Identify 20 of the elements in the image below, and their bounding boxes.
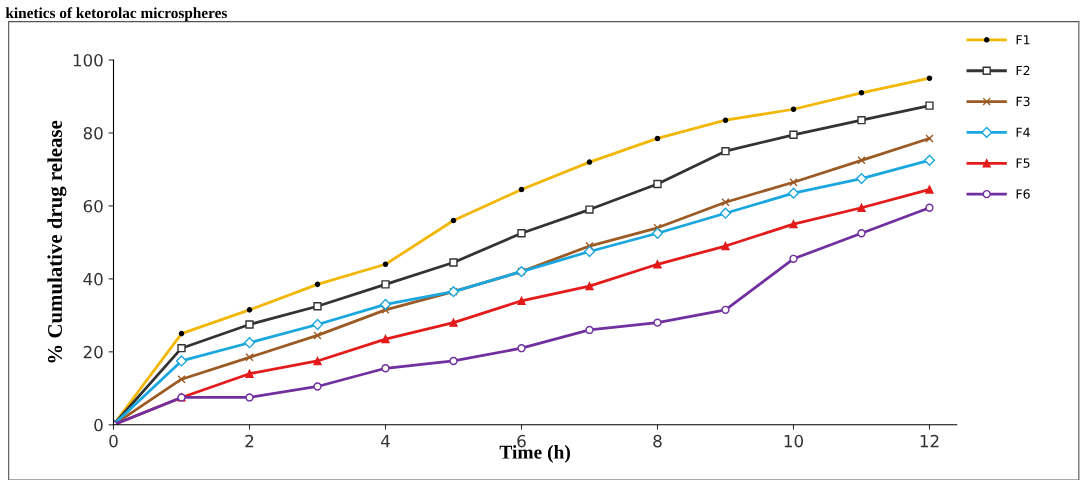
x-tick-label: 0 <box>109 434 118 448</box>
legend-label: F6 <box>1016 189 1030 199</box>
legend-label: F2 <box>1016 65 1030 76</box>
legend-label: F5 <box>1016 158 1030 168</box>
x-tick-label: 12 <box>920 434 939 448</box>
y-tick-label: 20 <box>83 345 103 359</box>
x-tick-label: 10 <box>784 434 803 448</box>
y-tick-label: 100 <box>73 53 103 67</box>
y-tick-label: 80 <box>83 126 103 140</box>
x-tick-label: 4 <box>381 435 390 448</box>
legend-label: F1 <box>1016 35 1030 45</box>
legend-label: F3 <box>1016 96 1030 107</box>
y-tick-label: 0 <box>94 418 103 432</box>
chart-title: kinetics of ketorolac microspheres <box>5 7 227 22</box>
x-tick-label: 8 <box>653 434 662 448</box>
y-tick-label: 60 <box>83 199 103 213</box>
y-tick-label: 40 <box>83 272 103 286</box>
x-tick-label: 2 <box>245 434 254 448</box>
y-axis-title: % Cumulative drug release <box>47 120 67 363</box>
legend-label: F4 <box>1016 127 1030 137</box>
